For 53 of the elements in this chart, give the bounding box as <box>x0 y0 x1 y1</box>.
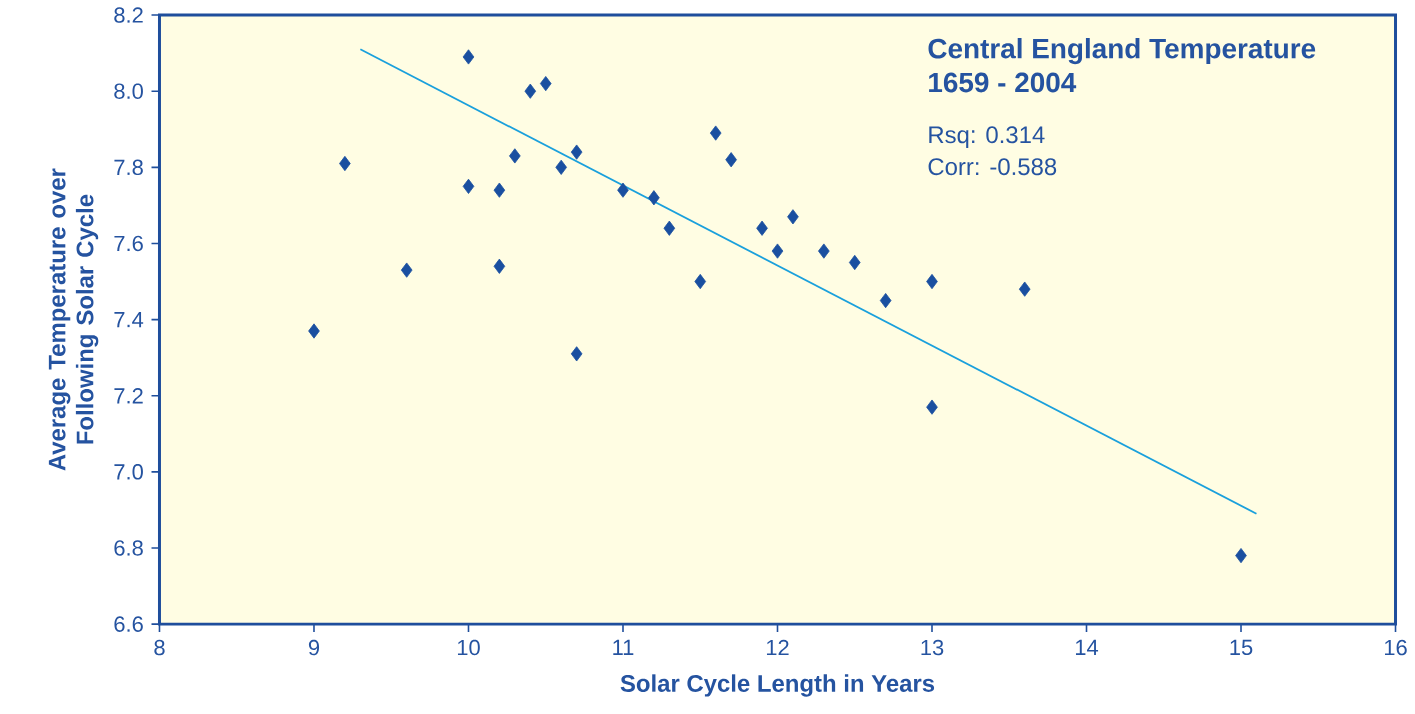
point <box>555 159 567 175</box>
y-tick-label: 8.2 <box>114 7 143 23</box>
y-tick-label: 6.6 <box>114 616 143 632</box>
y-tick-label: 7.4 <box>114 312 144 328</box>
point <box>493 182 506 198</box>
x-tick-label: 11 <box>613 639 634 655</box>
point <box>771 243 784 259</box>
point <box>848 254 861 271</box>
point <box>539 76 552 92</box>
x-axis-title: Solar Cycle Length in Years <box>620 674 935 697</box>
x-tick-label: 14 <box>1075 639 1099 655</box>
y-tick-label: 8.0 <box>114 83 143 100</box>
point <box>493 258 506 274</box>
point <box>879 293 892 309</box>
point <box>462 49 475 65</box>
x-tick-label: 16 <box>1385 639 1407 656</box>
y-axis-title: Average Temperature over Following Solar Cycle <box>48 168 99 471</box>
y-tick-label: 7.0 <box>114 464 143 480</box>
annotation: Rsq: 0.314 <box>929 126 1045 149</box>
y-tick-label: 7.6 <box>114 235 143 252</box>
x-tick-label: 9 <box>308 639 320 656</box>
y-tick-label: 7.2 <box>114 388 143 404</box>
point <box>1018 281 1031 297</box>
point <box>509 148 521 164</box>
point <box>787 209 799 225</box>
point <box>339 156 351 172</box>
point <box>462 178 475 195</box>
point <box>725 152 737 168</box>
point <box>663 220 676 236</box>
x-tick-label: 10 <box>457 639 480 656</box>
point <box>308 323 320 339</box>
text: Central England Temperature <box>928 38 1316 65</box>
annotation: Corr: -0.588 <box>928 158 1057 176</box>
x-tick-label: 8 <box>154 639 165 656</box>
point <box>926 274 938 290</box>
point <box>617 182 629 198</box>
point <box>756 220 768 236</box>
point <box>648 190 660 206</box>
text: 1659 - 2004 <box>929 72 1077 93</box>
y-tick-label: 6.8 <box>114 540 143 556</box>
x-tick-label: 13 <box>921 639 944 656</box>
point <box>524 83 537 99</box>
point <box>709 125 722 141</box>
point <box>570 346 583 362</box>
point <box>694 274 707 290</box>
point <box>1235 548 1247 564</box>
x-tick-label: 12 <box>766 639 789 656</box>
point <box>570 144 583 160</box>
y-tick-label: 7.8 <box>114 159 143 176</box>
point <box>400 262 413 278</box>
point <box>818 243 830 259</box>
x-tick-label: 15 <box>1230 639 1253 656</box>
point <box>926 399 938 415</box>
